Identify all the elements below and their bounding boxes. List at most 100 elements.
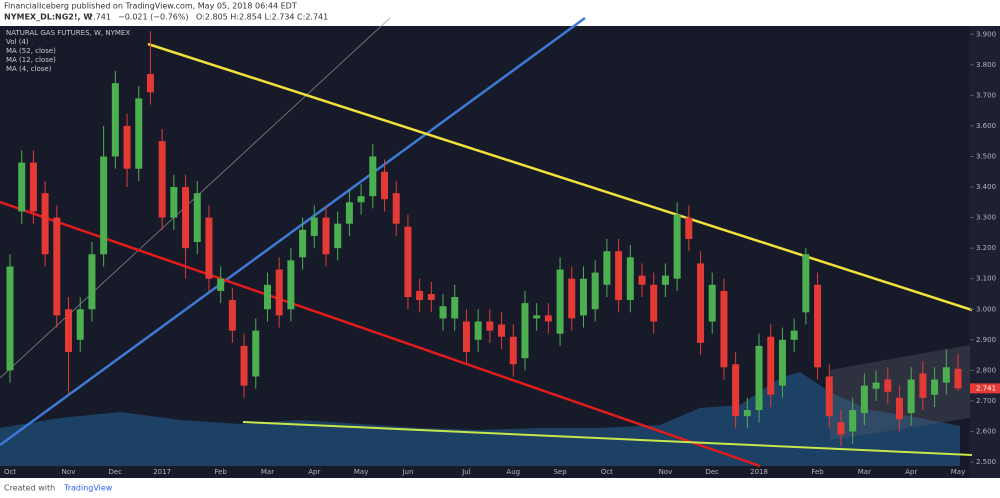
legend-entry: MA (4, close) bbox=[6, 65, 52, 73]
legend-entry: MA (52, close) bbox=[6, 47, 56, 55]
candle-body bbox=[65, 309, 73, 353]
x-tick-label: Oct bbox=[4, 468, 16, 476]
candle-body bbox=[509, 336, 517, 365]
candle-body bbox=[462, 321, 470, 353]
candle-body bbox=[357, 196, 365, 203]
candle-body bbox=[123, 125, 131, 169]
y-tick-label: 3.300 bbox=[976, 214, 996, 222]
candle-body bbox=[427, 293, 435, 301]
candle-body bbox=[615, 251, 623, 301]
candle-body bbox=[369, 156, 377, 197]
candle-body bbox=[931, 379, 939, 395]
ohlc: O:2.805 H:2.854 L:2.734 C:2.741 bbox=[196, 13, 328, 22]
candle-body bbox=[100, 156, 108, 255]
x-tick-label: Mar bbox=[858, 468, 871, 476]
x-tick-label: Sep bbox=[553, 468, 567, 476]
trend-line bbox=[147, 42, 973, 312]
footer-brand[interactable]: TradingView bbox=[63, 484, 113, 493]
volume-area bbox=[0, 372, 960, 466]
x-tick-label: Dec bbox=[705, 468, 719, 476]
candle-body bbox=[392, 193, 400, 224]
candle-body bbox=[661, 275, 669, 285]
candle-body bbox=[6, 266, 14, 371]
y-tick-label: 2.500 bbox=[976, 458, 996, 466]
candle-body bbox=[170, 187, 178, 218]
price-axis bbox=[970, 26, 1000, 478]
candle-body bbox=[88, 254, 96, 310]
candle-body bbox=[778, 339, 786, 386]
x-tick-label: Nov bbox=[659, 468, 673, 476]
x-tick-label: Feb bbox=[811, 468, 824, 476]
candle-body bbox=[217, 278, 225, 291]
candle-body bbox=[767, 336, 775, 395]
x-tick-label: Feb bbox=[214, 468, 227, 476]
y-tick-label: 2.700 bbox=[976, 397, 996, 405]
x-tick-label: Mar bbox=[261, 468, 274, 476]
candle-body bbox=[334, 223, 342, 249]
candle-body bbox=[954, 368, 962, 389]
candle-body bbox=[474, 321, 482, 340]
y-tick-label: 2.900 bbox=[976, 336, 996, 344]
candle-body bbox=[287, 260, 295, 310]
candle-body bbox=[111, 83, 119, 157]
candle-body bbox=[29, 162, 37, 212]
candle-body bbox=[451, 297, 459, 319]
candle-body bbox=[53, 217, 61, 316]
last-price: 2.741 bbox=[88, 13, 111, 22]
candle-body bbox=[708, 284, 716, 322]
x-tick-label: 2018 bbox=[750, 468, 768, 476]
candle-body bbox=[240, 345, 248, 386]
candle-body bbox=[591, 272, 599, 310]
trend-line bbox=[0, 200, 761, 468]
legend-entry: Vol (4) bbox=[6, 38, 29, 46]
candle-body bbox=[837, 422, 845, 435]
change: −0.021 (−0.76%) bbox=[118, 13, 189, 22]
candle-body bbox=[638, 275, 646, 285]
candle-body bbox=[158, 141, 166, 218]
candle-body bbox=[252, 330, 260, 377]
candle-body bbox=[498, 324, 506, 337]
candle-body bbox=[193, 193, 201, 243]
candle-body bbox=[41, 193, 49, 255]
y-tick-label: 3.700 bbox=[976, 91, 996, 99]
legend-entry: NATURAL GAS FUTURES, W, NYMEX bbox=[6, 29, 130, 37]
candle-body bbox=[521, 303, 529, 359]
candle-body bbox=[884, 379, 892, 392]
candle-body bbox=[860, 385, 868, 414]
x-tick-label: May bbox=[354, 468, 368, 476]
candle-body bbox=[76, 309, 84, 340]
candle-body bbox=[685, 217, 693, 239]
candle-body bbox=[872, 382, 880, 389]
candle-body bbox=[275, 269, 283, 316]
x-tick-label: May bbox=[951, 468, 965, 476]
candle-body bbox=[404, 226, 412, 298]
publisher: FinancialIceberg published on TradingVie… bbox=[4, 2, 297, 11]
candle-body bbox=[146, 73, 154, 93]
candle-body bbox=[416, 290, 424, 301]
candle-body bbox=[790, 330, 798, 340]
y-tick-label: 3.800 bbox=[976, 61, 996, 69]
candle-body bbox=[182, 187, 190, 249]
candle-body bbox=[802, 254, 810, 313]
x-tick-label: Dec bbox=[109, 468, 123, 476]
last-price-box bbox=[970, 383, 1000, 394]
candle-body bbox=[568, 278, 576, 319]
candle-body bbox=[381, 171, 389, 200]
trend-line bbox=[0, 16, 586, 447]
trend-line bbox=[242, 421, 973, 456]
candle-body bbox=[439, 306, 447, 319]
x-tick-label: Apr bbox=[905, 468, 917, 476]
candle-body bbox=[814, 284, 822, 368]
candle-body bbox=[345, 202, 353, 224]
x-tick-label: Nov bbox=[62, 468, 76, 476]
candle-body bbox=[895, 397, 903, 420]
candle-body bbox=[556, 269, 564, 334]
x-tick-label: Jul bbox=[461, 468, 471, 476]
candle-body bbox=[697, 263, 705, 343]
y-tick-label: 2.600 bbox=[976, 427, 996, 435]
candle-body bbox=[263, 284, 271, 310]
candle-body bbox=[720, 290, 728, 368]
y-tick-label: 3.900 bbox=[976, 30, 996, 38]
candle-body bbox=[18, 162, 26, 212]
